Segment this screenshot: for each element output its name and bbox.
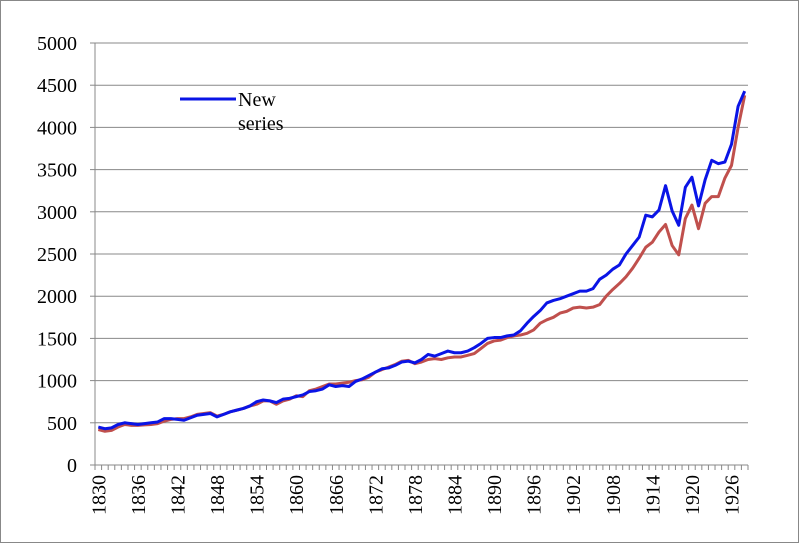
x-tick-label: 1860 <box>286 475 308 515</box>
series-line <box>97 90 747 431</box>
x-tick-label: 1866 <box>326 475 348 515</box>
y-tick-label: 500 <box>47 413 77 435</box>
y-tick-label: 2000 <box>37 286 77 308</box>
legend-label: New series <box>238 89 284 135</box>
x-tick-label: 1884 <box>444 475 466 515</box>
y-tick-label: 4000 <box>37 117 77 139</box>
x-tick-label: 1848 <box>207 475 229 515</box>
x-tick-label: 1872 <box>365 475 387 515</box>
x-tick-label: 1896 <box>524 475 546 515</box>
x-tick-label: 1890 <box>484 475 506 515</box>
x-tick-label: 1908 <box>603 475 625 515</box>
y-tick-label: 2500 <box>37 244 77 266</box>
x-tick-label: 1830 <box>88 475 110 515</box>
y-tick-label: 0 <box>67 455 77 477</box>
x-tick-label: 1854 <box>247 475 269 515</box>
x-tick-label: 1842 <box>167 475 189 515</box>
y-tick-label: 1000 <box>37 371 77 393</box>
y-tick-label: 5000 <box>37 33 77 55</box>
y-tick-label: 4500 <box>37 75 77 97</box>
x-tick-label: 1878 <box>405 475 427 515</box>
y-tick-label: 1500 <box>37 328 77 350</box>
x-tick-label: 1902 <box>563 475 585 515</box>
y-tick-label: 3000 <box>37 202 77 224</box>
x-tick-label: 1914 <box>642 475 664 515</box>
x-tick-label: 1920 <box>682 475 704 515</box>
x-tick-label: 1926 <box>722 475 744 515</box>
x-tick-label: 1836 <box>128 475 150 515</box>
y-tick-label: 3500 <box>37 160 77 182</box>
